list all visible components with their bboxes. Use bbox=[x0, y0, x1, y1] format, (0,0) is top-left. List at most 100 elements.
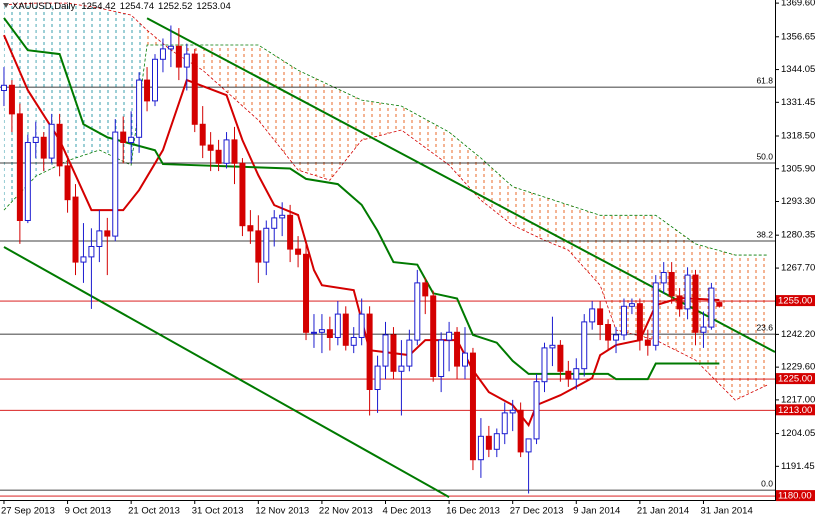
y-tick-label: 1280.35 bbox=[781, 230, 815, 241]
candle-body bbox=[136, 79, 143, 138]
candle-body bbox=[525, 438, 532, 453]
fib-label: 23.6 bbox=[756, 322, 773, 332]
trend-line bbox=[3, 246, 450, 499]
plot-area bbox=[0, 2, 775, 499]
x-tick-label: 9 Oct 2013 bbox=[65, 506, 111, 517]
senkou-span-b bbox=[3, 44, 768, 256]
x-tick-label: 22 Nov 2013 bbox=[319, 506, 373, 517]
candle-body bbox=[32, 136, 39, 143]
candle-body bbox=[279, 214, 286, 219]
candle-body bbox=[342, 313, 349, 346]
cloud-segment bbox=[655, 215, 696, 361]
x-tick-label: 21 Oct 2013 bbox=[128, 506, 180, 517]
candle-body bbox=[96, 230, 103, 247]
candle-body bbox=[334, 313, 341, 338]
cloud-segment bbox=[735, 255, 768, 401]
candle-body bbox=[287, 214, 294, 250]
cloud-segment bbox=[544, 197, 569, 251]
candle-body bbox=[207, 144, 214, 151]
candle-body bbox=[239, 162, 246, 227]
x-tick-label: 12 Nov 2013 bbox=[255, 506, 309, 517]
cloud-segment bbox=[401, 106, 450, 166]
low-price: 1252.52 bbox=[158, 1, 192, 12]
price-level-box bbox=[776, 404, 815, 416]
cloud-segment bbox=[329, 85, 362, 181]
candle-body bbox=[454, 331, 461, 367]
cloud-segment bbox=[202, 44, 259, 121]
fib-label: 38.2 bbox=[756, 229, 773, 239]
candle-body bbox=[462, 352, 468, 367]
candle-body bbox=[636, 303, 643, 341]
x-tick-label: 4 Dec 2013 bbox=[383, 506, 432, 517]
y-tick-label: 1229.60 bbox=[781, 362, 815, 373]
cloud-segment bbox=[361, 100, 402, 141]
y-tick-label: 1344.05 bbox=[781, 64, 815, 75]
x-tick-label: 21 Jan 2014 bbox=[637, 506, 689, 517]
candle-body bbox=[541, 347, 548, 383]
symbol-icon bbox=[3, 3, 9, 8]
candle-body bbox=[326, 329, 333, 338]
candle-body bbox=[549, 344, 556, 349]
candle-body bbox=[167, 45, 174, 50]
y-tick-label: 1318.50 bbox=[781, 131, 815, 142]
candle-body bbox=[247, 225, 254, 232]
fib-label: 0.0 bbox=[761, 478, 773, 488]
candle-body bbox=[414, 282, 421, 341]
price-level-box bbox=[776, 373, 815, 385]
close-price: 1253.04 bbox=[196, 1, 230, 12]
y-tick-label: 1356.65 bbox=[781, 31, 815, 42]
candle-body bbox=[708, 287, 715, 328]
x-tick-label: 27 Dec 2013 bbox=[510, 506, 564, 517]
candle-body bbox=[318, 329, 325, 333]
candle-body bbox=[684, 274, 691, 310]
candle-body bbox=[477, 435, 484, 461]
candle-body bbox=[382, 334, 389, 367]
candle-body bbox=[104, 230, 111, 237]
candle-body bbox=[112, 131, 119, 237]
candle-body bbox=[120, 131, 127, 143]
cloud-segment bbox=[298, 70, 330, 181]
price-level-label: 1225.00 bbox=[778, 374, 812, 385]
candle-body bbox=[366, 313, 373, 390]
cloud-segment bbox=[147, 30, 171, 51]
y-tick-label: 1204.05 bbox=[781, 428, 815, 439]
candle-body bbox=[422, 282, 429, 297]
chart-title: XAUUSD,Daily 1254.42 1254.74 1252.52 1253.04 bbox=[12, 1, 231, 12]
x-tick-label: 16 Dec 2013 bbox=[446, 506, 500, 517]
candle-body bbox=[374, 365, 381, 390]
candle-body bbox=[573, 368, 580, 380]
candle-body bbox=[263, 227, 270, 263]
fib-label: 50.0 bbox=[756, 151, 773, 161]
candle-body bbox=[716, 302, 723, 307]
cloud-segment bbox=[695, 243, 736, 401]
symbol: XAUUSD,Daily bbox=[12, 1, 76, 12]
candle-body bbox=[485, 435, 492, 450]
y-tick-label: 1369.60 bbox=[781, 0, 815, 9]
y-tick-label: 1305.90 bbox=[781, 163, 815, 174]
candle-body bbox=[533, 381, 540, 440]
trend-line bbox=[146, 17, 775, 353]
candle-body bbox=[24, 141, 31, 221]
price-level-label: 1255.00 bbox=[778, 296, 812, 307]
candle-body bbox=[406, 339, 413, 367]
candle-body bbox=[469, 352, 476, 461]
candle-body bbox=[255, 230, 262, 263]
candle-body bbox=[231, 139, 238, 164]
candle-body bbox=[16, 113, 23, 221]
x-tick-label: 9 Jan 2014 bbox=[573, 506, 620, 517]
candle-body bbox=[613, 334, 620, 341]
x-tick-label: 31 Jan 2014 bbox=[700, 506, 752, 517]
candle-body bbox=[48, 123, 55, 159]
candle-body bbox=[644, 339, 651, 346]
cloud-segment bbox=[258, 44, 299, 171]
cloud-segment bbox=[568, 204, 601, 286]
candle-body bbox=[517, 409, 524, 453]
price-level-box bbox=[776, 490, 815, 502]
candle-body bbox=[152, 58, 158, 102]
candle-body bbox=[620, 305, 627, 336]
x-tick-label: 31 Oct 2013 bbox=[192, 506, 244, 517]
candle-body bbox=[310, 331, 317, 334]
x-tick-label: 27 Sep 2013 bbox=[1, 506, 55, 517]
open-price: 1254.42 bbox=[81, 1, 115, 12]
